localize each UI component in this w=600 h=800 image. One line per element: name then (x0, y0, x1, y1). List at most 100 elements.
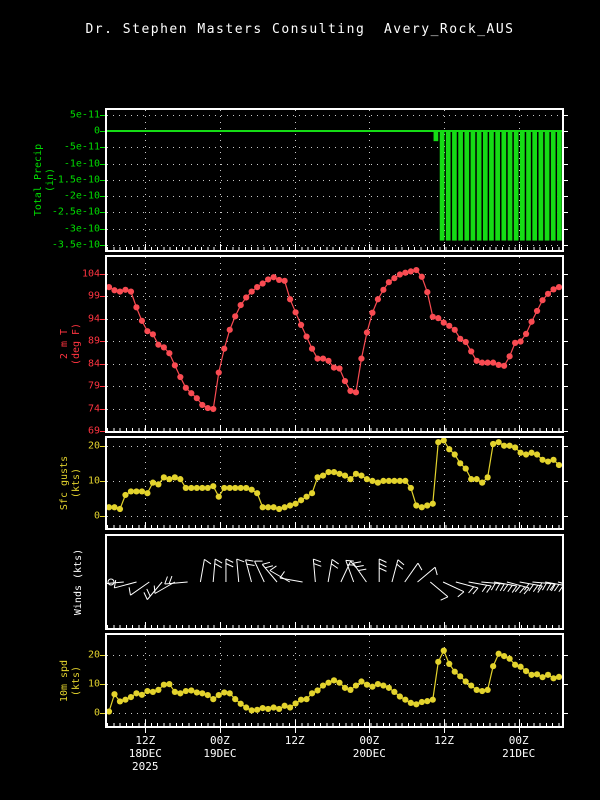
10m-speed-marker (276, 705, 283, 713)
10m-speed-marker (325, 679, 332, 686)
h-gridline (107, 179, 562, 181)
wind-barb (327, 558, 339, 583)
x-major-tick (145, 720, 147, 726)
wind-barb (107, 581, 124, 584)
10m-speed-marker (511, 661, 519, 668)
10m-speed-marker (270, 704, 277, 711)
precip-bar (557, 131, 562, 241)
2m-temperature-marker (133, 304, 140, 311)
2m-temperature-marker (413, 266, 420, 274)
x-major-tick (444, 244, 446, 250)
y-axis-title-line: (kts) (71, 467, 82, 499)
wind-barb (506, 581, 530, 595)
v-gridline (145, 438, 147, 528)
x-major-tick (145, 425, 147, 431)
2m-temperature-marker (341, 377, 349, 385)
2m-temperature-marker (232, 313, 239, 320)
2m-temperature-marker (522, 330, 530, 337)
2m-temperature-marker (358, 355, 365, 362)
sfc-gusts-marker (374, 479, 382, 486)
x-major-tick (444, 522, 446, 528)
2m-temperature-marker (418, 273, 425, 280)
sfc-gusts-marker (440, 438, 447, 444)
x-major-tick (369, 425, 371, 431)
precip-bar (532, 131, 538, 241)
10m-speed-marker (204, 691, 211, 699)
10m-speed-marker (501, 652, 508, 660)
10m-speed-marker (380, 682, 387, 689)
y-tick-mark-right (564, 114, 568, 116)
sfc-gusts-marker (429, 500, 436, 507)
2m-temperature-marker (490, 359, 497, 366)
h-gridline (107, 386, 562, 388)
y-tick-mark-right (564, 713, 568, 714)
10m-speed-marker (243, 704, 250, 711)
y-tick-label: 104 (81, 268, 100, 280)
2m-temperature-marker (446, 322, 453, 329)
minor-tick-strip (107, 428, 562, 431)
10m-speed-marker (193, 689, 200, 696)
sfc-gusts-marker (319, 472, 327, 479)
sfc-gusts-marker (116, 505, 124, 513)
10m-speed-marker (506, 655, 513, 662)
2m-temperature-marker (171, 362, 178, 369)
10m-speed-marker (330, 677, 338, 684)
sfc-gusts-marker (347, 476, 354, 483)
precip-bar (470, 131, 476, 241)
y-tick-mark-right (564, 655, 568, 657)
y-tick-mark (100, 516, 105, 518)
x-axis-tick (219, 728, 221, 733)
10m-speed-marker (188, 687, 195, 694)
10m-speed-marker (484, 686, 491, 693)
2m-temperature-marker (539, 297, 546, 304)
v-gridline (369, 110, 371, 250)
2m-temperature-marker (501, 362, 508, 369)
2m-temperature-marker (457, 335, 464, 342)
y-tick-mark-right (564, 480, 568, 482)
x-major-tick (518, 622, 520, 628)
sfc-gusts-marker (204, 484, 211, 492)
2m-temperature-marker (166, 350, 173, 357)
10m-speed-marker (122, 696, 129, 703)
y-tick-label: -2.5e-10 (51, 206, 100, 218)
2m-temperature-marker (495, 361, 502, 369)
sfc-gusts-marker (232, 484, 239, 492)
panel-10m-speed: 10m spd (kts) 20 10 0 (59, 633, 568, 728)
sfc-gusts-marker (385, 477, 392, 484)
v-gridline (444, 257, 446, 431)
precip-bar (495, 131, 500, 241)
v-gridline (219, 110, 221, 250)
sfc-gusts-marker (517, 449, 524, 456)
h-gridline (107, 363, 562, 365)
10m-speed-marker (107, 708, 113, 715)
y-tick-mark-right (564, 684, 568, 686)
2m-temperature-marker (347, 387, 354, 395)
y-tick-mark (100, 341, 105, 343)
sfc-gusts-plot (107, 438, 562, 513)
y-tick-mark (100, 147, 105, 149)
sfc-gusts-marker (138, 488, 146, 495)
x-major-tick (294, 622, 296, 628)
10m-speed-marker (265, 705, 272, 713)
sfc-gusts-marker (424, 502, 431, 509)
sfc-gusts-marker (144, 490, 151, 497)
y-tick-mark (100, 408, 105, 410)
10m-speed-marker (413, 701, 420, 708)
h-gridline (107, 431, 562, 432)
x-major-tick (518, 425, 520, 431)
sfc-gusts-marker (155, 481, 162, 488)
2m-temperature-marker (144, 328, 151, 335)
h-gridline (107, 408, 562, 410)
minor-tick-strip (107, 247, 562, 250)
10m-speed-marker (402, 696, 409, 703)
10m-speed-marker (528, 671, 535, 678)
y-tick-mark (100, 684, 105, 686)
y-tick-mark-right (564, 408, 568, 410)
h-gridline (107, 244, 562, 246)
2m-temperature-marker (374, 296, 382, 303)
h-gridline (107, 655, 562, 657)
wind-barb (225, 558, 234, 582)
2m-temperature-marker (424, 288, 431, 296)
10m-speed-marker (144, 687, 151, 695)
sfc-gusts-marker (511, 444, 519, 451)
